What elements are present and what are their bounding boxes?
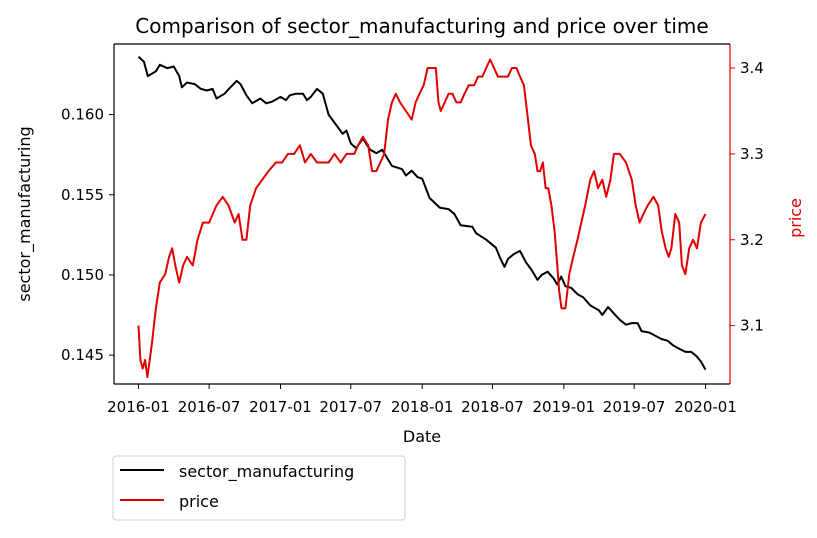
x-tick-label: 2020-01 [674,398,737,416]
x-tick-label: 2017-01 [249,398,312,416]
left-axis-ticks: 0.145 0.150 0.155 0.160 [61,106,114,364]
x-tick-label: 2016-07 [178,398,241,416]
legend: sector_manufacturing price [112,455,406,521]
series-line-price [137,58,707,379]
x-tick-label: 2016-01 [107,398,170,416]
series-lines [137,56,707,379]
plot-area: 0.145 0.150 0.155 0.160 3.1 3.2 3.3 3.4 2016-0… [61,43,764,416]
x-tick-label: 2019-07 [603,398,666,416]
x-axis-label: Date [403,427,441,446]
right-axis-label: price [786,198,805,238]
series-line-sector-manufacturing [137,56,707,371]
x-tick-label: 2017-07 [319,398,382,416]
right-tick-label: 3.3 [740,145,764,163]
x-tick-label: 2018-07 [461,398,524,416]
legend-label-price: price [179,492,219,511]
right-tick-label: 3.1 [740,317,764,335]
left-tick-label: 0.155 [61,186,104,204]
right-tick-label: 3.2 [740,231,764,249]
x-tick-label: 2018-01 [391,398,454,416]
left-axis-label: sector_manufacturing [15,126,35,301]
x-tick-label: 2019-01 [533,398,596,416]
chart-title: Comparison of sector_manufacturing and p… [135,14,708,38]
left-tick-label: 0.145 [61,346,104,364]
right-tick-label: 3.4 [740,59,764,77]
right-axis-ticks: 3.1 3.2 3.3 3.4 [730,59,764,335]
left-tick-label: 0.150 [61,266,104,284]
left-tick-label: 0.160 [61,106,104,124]
legend-label-sector-manufacturing: sector_manufacturing [179,462,354,482]
x-axis-ticks: 2016-01 2016-07 2017-01 2017-07 2018-01 2018-… [107,384,737,416]
legend-frame [112,455,406,521]
